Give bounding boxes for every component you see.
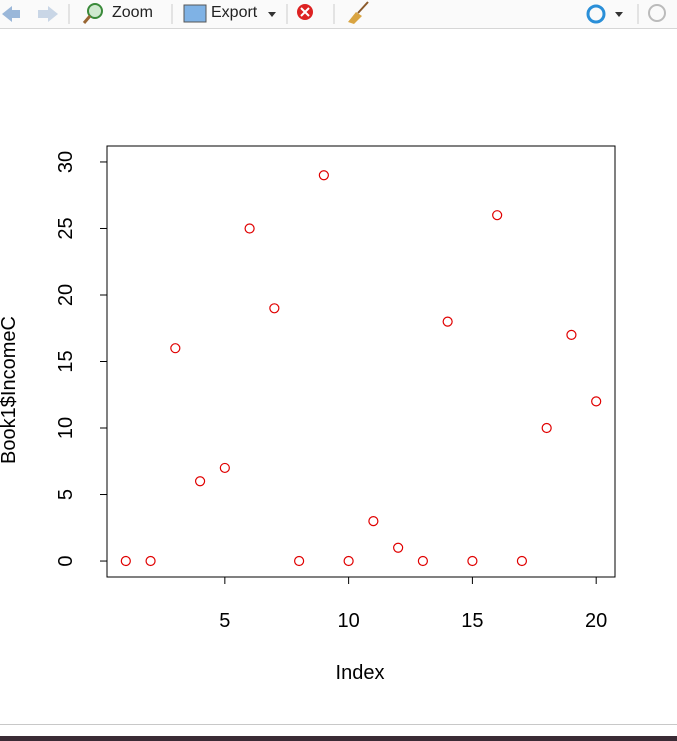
point	[516, 555, 528, 567]
point	[442, 316, 453, 327]
point	[294, 555, 305, 567]
point	[343, 555, 354, 567]
y-tick-label: 15	[55, 350, 77, 372]
point	[541, 422, 552, 434]
point	[120, 555, 131, 567]
export-icon[interactable]	[183, 4, 207, 23]
x-axis-label: Index	[336, 662, 385, 684]
point	[194, 476, 206, 487]
point	[393, 542, 404, 553]
zoom-button[interactable]: Zoom	[112, 4, 153, 21]
point	[244, 223, 255, 234]
forward-icon[interactable]	[38, 6, 58, 22]
point	[269, 303, 280, 314]
x-tick-label: 15	[461, 610, 483, 632]
point	[417, 555, 428, 567]
point	[591, 396, 602, 407]
y-tick-label: 20	[55, 284, 77, 306]
point	[368, 516, 379, 527]
y-tick-label: 5	[55, 489, 77, 500]
y-axis-label: Book1$IncomeC	[0, 316, 20, 464]
point	[145, 555, 156, 567]
x-tick-label: 20	[585, 610, 607, 632]
status-bar	[0, 724, 677, 741]
clear-icon[interactable]	[348, 12, 362, 24]
export-button[interactable]: Export	[211, 4, 258, 21]
zoom-icon[interactable]	[87, 3, 103, 19]
publish-icon[interactable]	[586, 4, 606, 24]
point	[170, 343, 181, 354]
toolbar-icons	[2, 1, 666, 24]
point	[492, 210, 503, 221]
toolbar: Zoom Export	[0, 0, 677, 29]
point	[318, 170, 329, 181]
y-tick-label: 25	[55, 217, 77, 239]
x-tick-label: 5	[219, 610, 230, 632]
y-tick-label: 0	[55, 555, 77, 566]
point	[467, 555, 478, 567]
y-tick-label: 30	[55, 151, 77, 173]
plot-box	[106, 145, 616, 578]
refresh-icon[interactable]	[648, 4, 666, 22]
x-tick-label: 10	[337, 610, 359, 632]
point	[219, 462, 230, 474]
y-tick-label: 10	[55, 417, 77, 439]
chart: Index Book1$IncomeC 5 10 15 20 0 5 10 15 20 25 30	[0, 145, 616, 684]
back-icon[interactable]	[2, 6, 20, 22]
point	[566, 329, 577, 340]
